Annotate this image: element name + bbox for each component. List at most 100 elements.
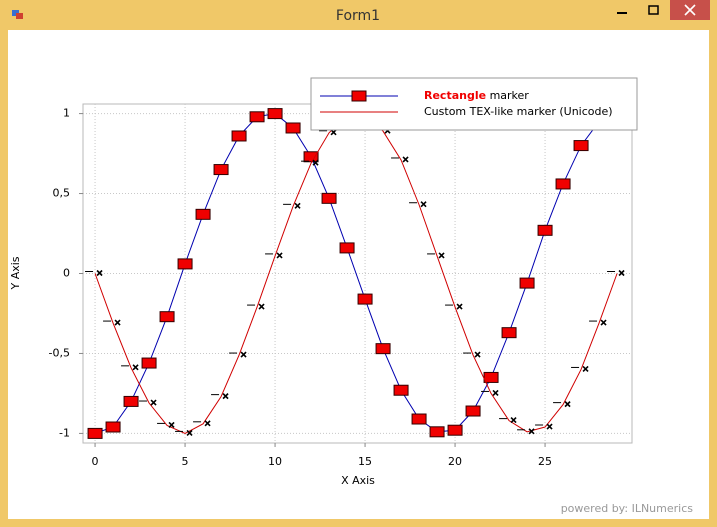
marker-part xyxy=(312,159,319,166)
marker-part xyxy=(438,252,445,259)
marker xyxy=(159,311,175,323)
y-tick-label: 0 xyxy=(63,267,70,280)
marker-part xyxy=(564,401,571,408)
marker xyxy=(607,269,625,277)
marker xyxy=(357,293,373,305)
x-tick-label: 15 xyxy=(358,455,372,468)
marker xyxy=(553,401,571,408)
x-tick-label: 20 xyxy=(448,455,462,468)
marker xyxy=(213,164,229,176)
marker xyxy=(573,140,589,152)
marker xyxy=(519,277,535,289)
marker-part xyxy=(276,252,283,259)
marker xyxy=(285,122,301,134)
legend-label: Rectangle marker xyxy=(424,89,529,102)
app-icon xyxy=(12,10,23,19)
marker xyxy=(445,303,463,310)
marker xyxy=(85,269,103,277)
marker-part xyxy=(168,421,175,428)
powered-by: powered by: ILNumerics xyxy=(561,502,694,515)
y-axis-label: Y Axis xyxy=(9,256,22,290)
marker xyxy=(427,252,445,259)
maximize-button[interactable] xyxy=(638,1,670,21)
marker xyxy=(249,111,265,123)
marker xyxy=(139,399,157,406)
marker xyxy=(351,90,367,102)
marker xyxy=(265,252,283,259)
y-tick-label: -1 xyxy=(59,426,70,439)
marker xyxy=(375,343,391,355)
marker xyxy=(463,351,481,358)
marker xyxy=(195,208,211,220)
marker-part xyxy=(330,129,337,136)
marker xyxy=(105,421,121,433)
marker xyxy=(193,420,211,427)
x-tick-label: 25 xyxy=(538,455,552,468)
marker xyxy=(319,129,337,136)
marker xyxy=(535,423,553,430)
marker xyxy=(391,156,409,163)
marker-part xyxy=(510,417,517,424)
legend-label: Custom TEX-like marker (Unicode) xyxy=(424,105,613,118)
y-tick-label: 0,5 xyxy=(53,187,71,200)
marker-part xyxy=(240,351,247,358)
marker xyxy=(517,428,535,435)
marker xyxy=(141,357,157,369)
marker xyxy=(339,242,355,254)
marker-part xyxy=(132,364,139,371)
marker-part xyxy=(150,399,157,406)
window-title: Form1 xyxy=(336,8,380,24)
marker xyxy=(283,202,301,209)
marker xyxy=(447,424,463,436)
marker xyxy=(429,426,445,438)
marker-part xyxy=(546,423,553,430)
marker xyxy=(393,384,409,396)
marker xyxy=(481,389,499,396)
x-tick-label: 5 xyxy=(182,455,189,468)
minimize-button[interactable] xyxy=(606,1,638,21)
marker xyxy=(483,371,499,383)
x-tick-label: 10 xyxy=(268,455,282,468)
marker xyxy=(157,421,175,428)
marker xyxy=(177,258,193,270)
marker xyxy=(301,159,319,166)
marker xyxy=(537,224,553,236)
marker-part xyxy=(204,420,211,427)
marker xyxy=(267,108,283,120)
y-tick-label: -0,5 xyxy=(49,346,70,359)
marker xyxy=(465,405,481,417)
marker xyxy=(499,417,517,424)
marker-part xyxy=(402,156,409,163)
marker-part xyxy=(528,428,535,435)
marker-part xyxy=(474,351,481,358)
marker xyxy=(303,151,319,163)
x-tick-label: 0 xyxy=(92,455,99,468)
close-button[interactable] xyxy=(670,0,710,20)
marker xyxy=(121,364,139,371)
marker xyxy=(555,178,571,190)
marker-part xyxy=(114,319,121,326)
marker xyxy=(87,427,103,439)
marker xyxy=(103,319,121,326)
marker xyxy=(175,429,193,436)
marker-part xyxy=(96,269,103,277)
marker-part xyxy=(600,319,607,326)
marker-part xyxy=(618,269,625,277)
marker-part xyxy=(294,202,301,209)
plot-area xyxy=(82,103,633,444)
marker xyxy=(411,413,427,425)
marker xyxy=(409,201,427,208)
marker xyxy=(247,303,265,310)
legend-box xyxy=(310,77,638,131)
x-axis-label: X Axis xyxy=(341,474,375,487)
legend: Rectangle marker Custom TEX-like marker (… xyxy=(310,77,638,131)
marker xyxy=(231,130,247,142)
marker xyxy=(123,395,139,407)
marker xyxy=(211,393,229,400)
marker xyxy=(321,192,337,204)
y-tick-label: 1 xyxy=(63,107,70,120)
marker xyxy=(589,319,607,326)
marker-part xyxy=(582,365,589,373)
